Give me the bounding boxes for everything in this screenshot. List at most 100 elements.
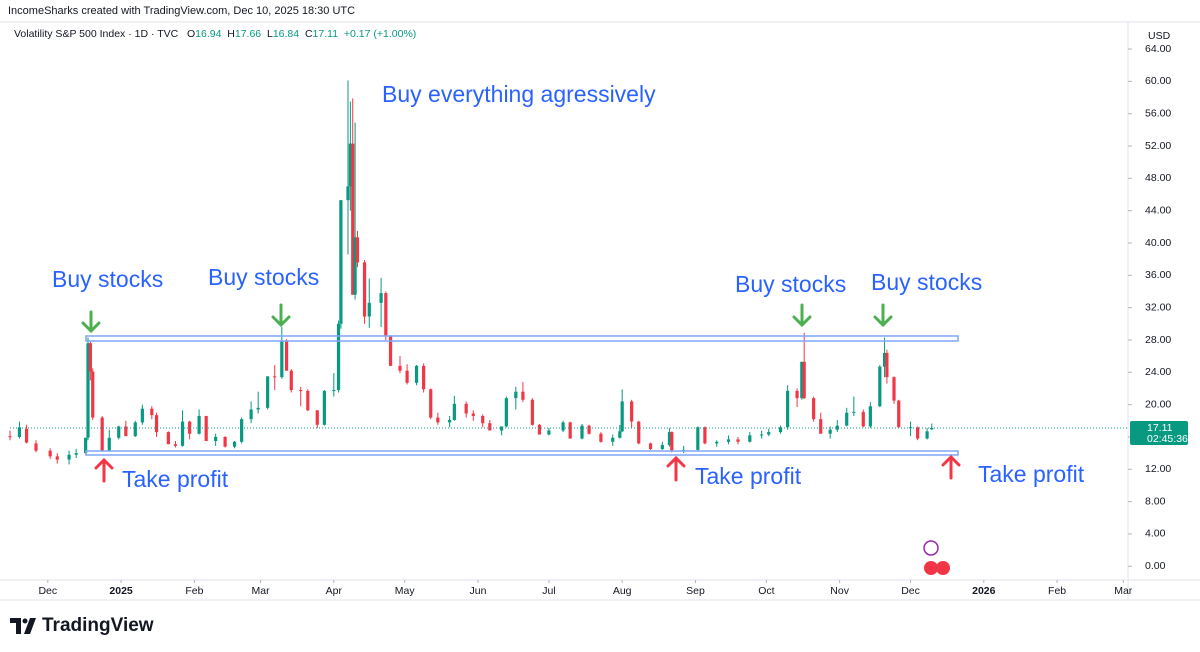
- candle-body: [284, 340, 289, 371]
- change: +0.17 (+1.00%): [343, 28, 417, 40]
- x-tick-label: 2026: [972, 585, 996, 597]
- candle-body: [299, 390, 303, 392]
- candle-body: [315, 410, 319, 425]
- candle-body: [620, 401, 624, 432]
- candle-body: [568, 422, 572, 439]
- candle-body: [580, 425, 584, 439]
- candle-body: [835, 425, 839, 430]
- annotation: Take profit: [695, 463, 802, 489]
- credit: IncomeSharks created with TradingView.co…: [8, 5, 356, 17]
- candle-body: [819, 419, 823, 434]
- candle-body: [280, 340, 284, 378]
- candle-body: [353, 237, 357, 295]
- candle-body: [346, 186, 350, 201]
- annotation: Buy everything agressively: [382, 81, 656, 107]
- candle-body: [197, 415, 201, 434]
- plot: 0.004.008.0012.0016.0020.0024.0028.0032.…: [8, 43, 1171, 597]
- annotation: Buy stocks: [735, 271, 846, 297]
- brand: TradingView: [42, 615, 154, 636]
- candle-body: [339, 200, 343, 324]
- countdown: 02:45:36: [1147, 433, 1188, 445]
- candle-body: [726, 439, 731, 442]
- candle-body: [537, 424, 542, 435]
- candle-body: [24, 428, 29, 443]
- candle-body: [256, 407, 260, 410]
- candle-body: [88, 343, 92, 372]
- candle-body: [124, 426, 128, 437]
- candle-body: [55, 456, 59, 460]
- candle-body: [388, 335, 393, 366]
- x-tick-label: Dec: [38, 585, 57, 597]
- candle-body: [84, 437, 88, 454]
- sell-arrow: [94, 457, 114, 483]
- last-price-box: [1130, 420, 1188, 445]
- candle-body: [67, 454, 71, 460]
- buy-arrow: [873, 303, 893, 328]
- y-tick-label: 4.00: [1145, 528, 1166, 540]
- candle-body: [398, 365, 402, 371]
- candle-body: [630, 401, 634, 422]
- candle-body: [916, 427, 920, 439]
- x-tick-label: Jun: [470, 585, 487, 597]
- low: 16.84: [272, 28, 300, 40]
- candle-body: [232, 441, 237, 447]
- candle-body: [436, 417, 440, 423]
- candle-body: [188, 421, 192, 434]
- x-tick-label: May: [395, 585, 416, 597]
- candle-body: [74, 453, 78, 455]
- candle-body: [249, 409, 253, 420]
- currency: USD: [1148, 30, 1171, 42]
- y-tick-label: 48.00: [1145, 172, 1171, 184]
- candle-body: [547, 430, 551, 435]
- annotation: Take profit: [122, 466, 229, 492]
- open: 16.94: [195, 28, 222, 40]
- high-label: H: [227, 28, 235, 40]
- open-label: O: [186, 28, 196, 40]
- logo: [10, 618, 36, 634]
- annotation: Buy stocks: [208, 264, 319, 290]
- x-tick-label: Sep: [686, 585, 705, 597]
- x-tick-label: Jul: [542, 585, 555, 597]
- candle-body: [648, 443, 653, 450]
- candle-body: [180, 421, 185, 446]
- candle-body: [8, 436, 12, 438]
- candle-body: [173, 444, 178, 446]
- candle-body: [611, 437, 615, 442]
- candle-body: [273, 376, 277, 378]
- x-tick-label: Aug: [613, 585, 632, 597]
- candle-body: [514, 391, 518, 399]
- candle-body: [878, 366, 882, 407]
- candle-body: [414, 365, 419, 383]
- x-tick-label: Dec: [901, 585, 920, 597]
- y-tick-label: 24.00: [1145, 366, 1171, 378]
- candle-body: [828, 429, 832, 434]
- annotation: Buy stocks: [52, 266, 163, 292]
- candle-body: [488, 423, 492, 431]
- x-tick-label: Mar: [251, 585, 270, 597]
- candle-body: [561, 422, 565, 431]
- candle-body: [868, 406, 872, 427]
- candle-body: [786, 390, 790, 428]
- last-price: 17.11: [1147, 422, 1173, 434]
- high: 17.66: [234, 28, 262, 40]
- sell-arrow: [941, 454, 961, 480]
- candle-body: [748, 435, 752, 442]
- candle-body: [367, 302, 371, 317]
- candle-body: [660, 445, 664, 450]
- candle-body: [266, 376, 270, 408]
- low-label: L: [266, 28, 273, 40]
- event-icon: [923, 540, 939, 556]
- candle-body: [521, 391, 525, 400]
- candle-body: [100, 417, 104, 451]
- candle-body: [637, 421, 641, 444]
- candle-body: [670, 432, 674, 452]
- candle-body: [429, 389, 433, 418]
- close-label: C: [304, 28, 313, 40]
- y-tick-label: 56.00: [1145, 107, 1171, 119]
- event-icon: [936, 561, 950, 575]
- support-zone: [85, 450, 959, 456]
- event-icon: [924, 561, 938, 575]
- y-tick-label: 36.00: [1145, 269, 1171, 281]
- event-icons: [923, 540, 950, 575]
- candle-body: [715, 441, 719, 444]
